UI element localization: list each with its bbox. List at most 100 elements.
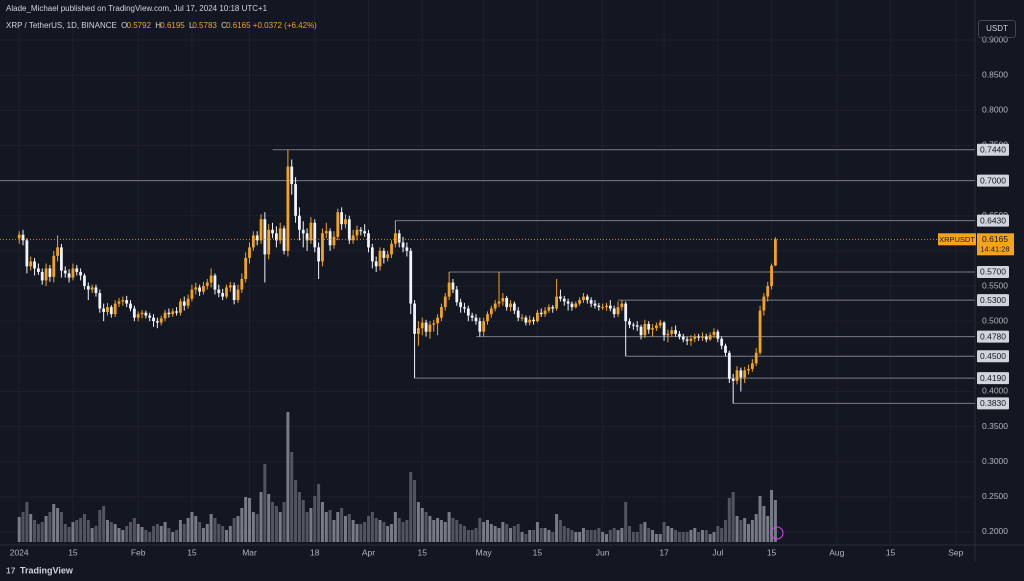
volume-bar xyxy=(604,534,608,542)
volume-bar xyxy=(501,522,505,542)
candle-body xyxy=(102,308,106,313)
candle-body xyxy=(654,325,658,329)
volume-bar xyxy=(282,502,286,542)
ohlc-value: 0.6165 xyxy=(226,21,251,30)
volume-bar xyxy=(332,520,336,542)
countdown: 14:41:28 xyxy=(980,244,1009,253)
volume-bar xyxy=(716,526,720,542)
level-label-box xyxy=(977,265,1009,278)
candle-body xyxy=(393,233,397,244)
x-tick-label: Jul xyxy=(712,547,723,557)
candle-body xyxy=(593,303,597,306)
volume-bar xyxy=(36,524,40,542)
volume-bar xyxy=(359,524,363,542)
candle-body xyxy=(144,312,148,316)
candle-body xyxy=(463,307,466,309)
candle-body xyxy=(167,312,171,315)
volume-bar xyxy=(528,530,532,542)
candle-body xyxy=(413,303,416,334)
ohlc-value: 0.5783 xyxy=(192,21,217,30)
candle-body xyxy=(420,322,424,329)
volume-bar xyxy=(390,524,394,542)
event-icon[interactable] xyxy=(770,526,784,540)
candle-body xyxy=(532,319,535,322)
candle-body xyxy=(336,212,340,237)
candle-body xyxy=(56,247,59,256)
candle-body xyxy=(125,300,129,304)
candle-body xyxy=(240,279,244,290)
volume-bar xyxy=(712,532,716,542)
x-tick-label: Aug xyxy=(829,547,844,557)
volume-bar xyxy=(735,516,739,542)
volume-bar xyxy=(129,522,133,542)
volume-bar xyxy=(63,524,67,542)
candle-body xyxy=(762,296,766,311)
volume-bar xyxy=(570,530,574,542)
volume-bar xyxy=(616,530,620,542)
volume-bar xyxy=(159,526,163,542)
volume-bar xyxy=(651,530,655,542)
y-tick-label: 0.3500 xyxy=(982,421,1008,431)
candle-body xyxy=(405,247,409,251)
volume-bar xyxy=(558,520,562,542)
candle-body xyxy=(194,287,198,290)
candle-body xyxy=(474,317,478,322)
candle-body xyxy=(643,323,647,336)
volume-bar xyxy=(29,514,33,542)
candle-body xyxy=(620,303,624,308)
volume-bar xyxy=(547,530,551,542)
volume-bar xyxy=(662,522,666,542)
x-tick-label: Mar xyxy=(242,547,257,557)
volume-bar xyxy=(370,512,374,542)
level-label-box xyxy=(977,397,1009,410)
candle-body xyxy=(516,310,520,318)
candle-body xyxy=(186,298,190,306)
volume-bar xyxy=(697,532,701,542)
volume-bar xyxy=(347,514,351,542)
volume-bar xyxy=(320,502,324,542)
volume-bar xyxy=(639,524,643,542)
volume-bar xyxy=(401,522,405,542)
volume-bar xyxy=(486,520,489,542)
volume-bar xyxy=(186,518,190,542)
candle-body xyxy=(397,233,401,243)
currency-button[interactable]: USDT xyxy=(978,20,1016,38)
volume-bar xyxy=(155,524,159,542)
candle-body xyxy=(739,370,743,378)
candle-body xyxy=(305,233,309,241)
candle-body xyxy=(317,247,321,262)
volume-bar xyxy=(489,524,493,542)
candle-body xyxy=(25,240,29,267)
candle-body xyxy=(155,321,159,323)
candle-body xyxy=(202,286,205,292)
volume-bar xyxy=(628,526,632,542)
volume-bar xyxy=(612,528,616,542)
volume-bar xyxy=(562,526,566,542)
candle-body xyxy=(639,326,643,336)
candle-body xyxy=(497,301,501,304)
x-tick-label: 15 xyxy=(767,547,777,557)
candle-body xyxy=(33,261,36,269)
candle-body xyxy=(704,336,708,340)
candle-body xyxy=(528,319,532,323)
volume-bar xyxy=(747,524,751,542)
volume-bar xyxy=(393,512,397,542)
volume-bar xyxy=(232,518,236,542)
candle-body xyxy=(670,330,674,334)
volume-bar xyxy=(75,520,79,542)
candle-body xyxy=(574,303,578,308)
candle-body xyxy=(562,298,566,302)
volume-bar xyxy=(355,524,359,542)
volume-bar xyxy=(543,528,547,542)
volume-bar xyxy=(286,412,290,542)
candle-body xyxy=(98,293,102,309)
candle-body xyxy=(651,328,654,330)
volume-bar xyxy=(278,512,282,542)
volume-bar xyxy=(294,480,298,542)
footer xyxy=(0,562,1024,581)
candle-body xyxy=(493,303,497,309)
x-tick-label: May xyxy=(476,547,493,557)
candle-body xyxy=(727,352,731,379)
volume-bar xyxy=(336,512,340,542)
level-label-box xyxy=(977,350,1009,363)
